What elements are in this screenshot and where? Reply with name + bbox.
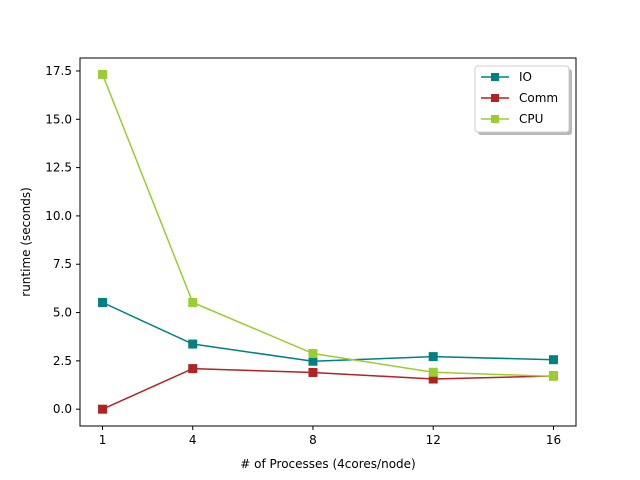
data-point-comm — [308, 367, 318, 377]
data-point-io — [98, 297, 108, 307]
y-tick-label: 15.0 — [45, 112, 72, 126]
y-tick-label: 2.5 — [53, 354, 72, 368]
legend-label-io: IO — [519, 70, 532, 84]
data-point-io — [428, 352, 438, 362]
y-tick-label: 7.5 — [53, 257, 72, 271]
y-tick-label: 12.5 — [45, 161, 72, 175]
x-tick-label: 8 — [309, 433, 317, 447]
x-axis-label: # of Processes (4cores/node) — [240, 457, 415, 471]
data-point-cpu — [428, 367, 438, 377]
y-tick-label: 10.0 — [45, 209, 72, 223]
data-point-cpu — [548, 371, 558, 381]
y-tick-label: 17.5 — [45, 64, 72, 78]
data-point-io — [308, 356, 318, 366]
data-point-io — [548, 355, 558, 365]
x-tick-label: 12 — [426, 433, 441, 447]
data-point-cpu — [188, 297, 198, 307]
x-tick-label: 4 — [189, 433, 197, 447]
data-point-cpu — [308, 349, 318, 359]
data-point-comm — [188, 364, 198, 374]
x-tick-label: 16 — [546, 433, 561, 447]
x-tick-label: 1 — [99, 433, 107, 447]
y-tick-label: 0.0 — [53, 402, 72, 416]
y-axis: 0.0 2.5 5.0 7.5 10.0 12.5 15.0 17.5 — [45, 64, 80, 416]
y-axis-label: runtime (seconds) — [19, 187, 33, 296]
legend-label-cpu: CPU — [519, 112, 543, 126]
y-tick-label: 5.0 — [53, 306, 72, 320]
legend-marker-io — [491, 73, 499, 81]
legend: IO Comm CPU — [474, 65, 572, 135]
data-point-cpu — [98, 69, 108, 79]
legend-label-comm: Comm — [519, 91, 558, 105]
data-point-io — [188, 339, 198, 349]
legend-marker-comm — [491, 94, 499, 102]
data-point-comm — [98, 404, 108, 414]
legend-marker-cpu — [491, 115, 499, 123]
x-axis: 1 4 8 12 16 — [99, 426, 561, 447]
series-layer — [98, 69, 558, 414]
